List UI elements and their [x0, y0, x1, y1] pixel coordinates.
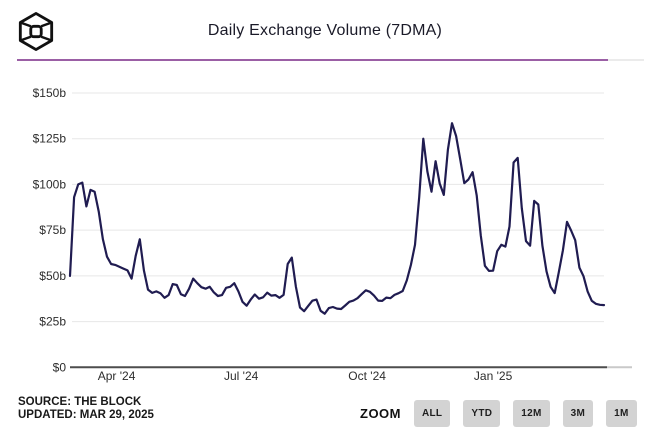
- y-tick-label: $50b: [39, 269, 66, 283]
- accent-rule: [17, 59, 608, 61]
- y-tick-label: $125b: [33, 132, 67, 146]
- x-tick-label: Apr '24: [98, 369, 136, 383]
- x-tick-label: Oct '24: [348, 369, 386, 383]
- zoom-ytd-button[interactable]: YTD: [463, 399, 501, 427]
- line-chart: $150b $125b $100b $75b $50b $25b $0 Apr '24 Jul …: [33, 86, 632, 383]
- chart-title: Daily Exchange Volume (7DMA): [207, 22, 443, 39]
- zoom-12m-button[interactable]: 12M: [513, 399, 550, 427]
- y-tick-label: $25b: [39, 315, 66, 329]
- y-tick-label: $100b: [33, 177, 67, 191]
- zoom-1m-button[interactable]: 1M: [606, 399, 637, 427]
- x-tick-label: Jan '25: [474, 369, 513, 383]
- accent-rule-tail: [608, 59, 644, 61]
- y-tick-label: $150b: [33, 86, 67, 100]
- zoom-all-button[interactable]: ALL: [414, 399, 451, 427]
- x-tick-label: Jul '24: [224, 369, 259, 383]
- volume-line: [68, 122, 606, 315]
- zoom-3m-button[interactable]: 3M: [562, 399, 594, 427]
- source-attribution: SOURCE: THE BLOCK UPDATED: MAR 29, 2025: [18, 396, 154, 422]
- source-line: SOURCE: THE BLOCK: [18, 396, 142, 408]
- y-tick-label: $75b: [39, 223, 66, 237]
- zoom-label: ZOOM: [360, 405, 401, 421]
- y-tick-label: $0: [53, 360, 67, 374]
- the-block-logo-icon: [18, 12, 54, 51]
- updated-line: UPDATED: MAR 29, 2025: [18, 409, 154, 421]
- chart-area: $150b $125b $100b $75b $50b $25b $0 Apr '24 Jul …: [0, 62, 650, 392]
- zoom-controls: ZOOM ALL YTD 12M 3M 1M: [360, 399, 637, 427]
